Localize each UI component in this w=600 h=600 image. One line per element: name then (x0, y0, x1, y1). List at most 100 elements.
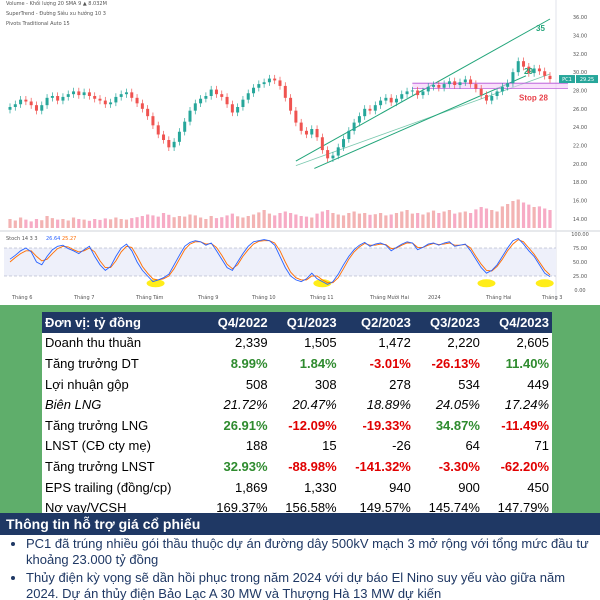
oversold-highlight (477, 279, 496, 288)
volume-bar (40, 220, 44, 228)
table-cell: 2,220 (447, 335, 480, 351)
volume-bar (532, 207, 536, 228)
candle-body (8, 107, 12, 110)
row-label: Nợ vay/VCSH (45, 500, 127, 516)
volume-bar (537, 206, 542, 228)
volume-bar (294, 214, 298, 228)
x-axis-label: Tháng Hai (485, 294, 511, 301)
table-cell: 71 (534, 438, 549, 454)
volume-bar (188, 214, 192, 228)
candle-body (29, 101, 33, 106)
volume-bar (204, 219, 208, 228)
volume-bar (479, 207, 483, 228)
price-tick-label: 28.00 (573, 89, 587, 95)
candle-body (495, 91, 499, 96)
candle-body (357, 116, 361, 123)
table-header-row: Đơn vị: tỷ đồng Q4/2022 Q1/2023 Q2/2023 … (42, 312, 552, 333)
table-cell: -26.13% (431, 355, 480, 371)
volume-bar (225, 215, 229, 228)
table-row: EPS trailing (đồng/cp) 1,869 1,330 940 900 45… (42, 476, 552, 498)
table-cell: -3.01% (369, 355, 411, 371)
pc1-tag-bg (559, 75, 575, 84)
candle-body (299, 122, 303, 131)
volume-bar (453, 213, 457, 228)
candle-body (119, 94, 123, 97)
volume-bar (230, 213, 234, 228)
table-cell: 20.47% (292, 397, 337, 413)
price-tick-label: 32.00 (573, 52, 587, 58)
candle-body (532, 68, 536, 74)
volume-bar (320, 211, 324, 228)
candle-body (537, 68, 541, 72)
financial-table: Đơn vị: tỷ đồng Q4/2022 Q1/2023 Q2/2023 … (42, 312, 552, 518)
volume-bar (405, 210, 409, 228)
stoch-d-value: 25.27 (62, 236, 76, 242)
candle-body (394, 98, 398, 103)
candle-body (410, 90, 414, 92)
bullet-item: PC1 đã trúng nhiều gói thầu thuộc dự án … (26, 536, 594, 568)
table-row: LNST (CĐ cty mẹ) 188 15 -26 64 71 (42, 435, 552, 457)
stoch-tick-label: 25.00 (573, 274, 587, 280)
candle-body (267, 78, 271, 83)
volume-bar (257, 212, 261, 228)
volume-bar (135, 217, 139, 228)
candle-body (140, 103, 144, 109)
candle-body (310, 129, 314, 135)
candle-body (289, 97, 293, 111)
table-cell: 34.87% (435, 417, 480, 433)
price-tick-label: 22.00 (573, 144, 587, 150)
candle-body (204, 96, 208, 99)
volume-bar (236, 216, 240, 228)
table-row: Tăng trưởng LNG 26.91% -12.09% -19.33% 34.87… (42, 414, 552, 436)
stock-chart[interactable]: 36.00 34.00 32.00 30.00 28.00 26.00 24.00 22.00… (0, 0, 600, 305)
price-tick-label: 30.00 (573, 70, 587, 76)
volume-bar (341, 215, 346, 228)
table-cell: -11.49% (501, 417, 549, 433)
candle-body (463, 79, 467, 83)
stoch-tick-label: 50.00 (573, 260, 587, 266)
channel-label-35: 35 (536, 24, 545, 33)
table-row: Doanh thu thuần 2,339 1,505 1,472 2,220 2,605 (42, 332, 552, 354)
x-axis-label: Tháng Mười Hai (369, 294, 409, 301)
candle-body (50, 96, 54, 98)
candle-body (326, 150, 330, 159)
volume-bar (262, 210, 266, 228)
candle-body (453, 81, 457, 85)
volume-bar (336, 214, 340, 228)
volume-bar (246, 216, 250, 228)
x-axis-label: Tháng 11 (309, 294, 334, 301)
volume-bar (410, 213, 414, 228)
volume-bar (183, 216, 187, 228)
candle-body (511, 72, 515, 84)
candle-body (87, 92, 91, 96)
table-header-cell: Q3/2023 (430, 314, 480, 330)
candle-body (172, 141, 176, 148)
x-axis-label: Tháng 6 (11, 294, 32, 301)
candle-body (24, 99, 28, 102)
volume-bar (490, 210, 494, 228)
candle-body (315, 129, 319, 138)
oversold-highlight (313, 279, 332, 288)
volume-bar (140, 216, 144, 228)
candle-body (437, 85, 441, 88)
volume-bar (442, 211, 446, 228)
candle-body (484, 95, 488, 101)
stoch-tick-label: 75.00 (573, 246, 587, 252)
table-header-cell: Đơn vị: tỷ đồng (45, 314, 141, 330)
volume-bar (114, 217, 118, 228)
candle-body (432, 85, 436, 87)
volume-bar (151, 215, 155, 228)
volume-bar (278, 213, 282, 228)
volume-bar (368, 214, 372, 228)
table-cell: -26 (392, 438, 411, 454)
volume-bar (288, 213, 293, 228)
chart-svg: 36.00 34.00 32.00 30.00 28.00 26.00 24.00 22.00… (0, 0, 600, 301)
table-cell: 278 (389, 376, 411, 392)
price-tick-label: 24.00 (573, 125, 587, 131)
price-tick-label: 18.00 (573, 180, 587, 186)
table-cell: 534 (458, 376, 480, 392)
candle-body (368, 108, 372, 111)
volume-bar (29, 221, 33, 228)
table-header-cell: Q2/2023 (361, 314, 411, 330)
candle-body (474, 84, 478, 89)
